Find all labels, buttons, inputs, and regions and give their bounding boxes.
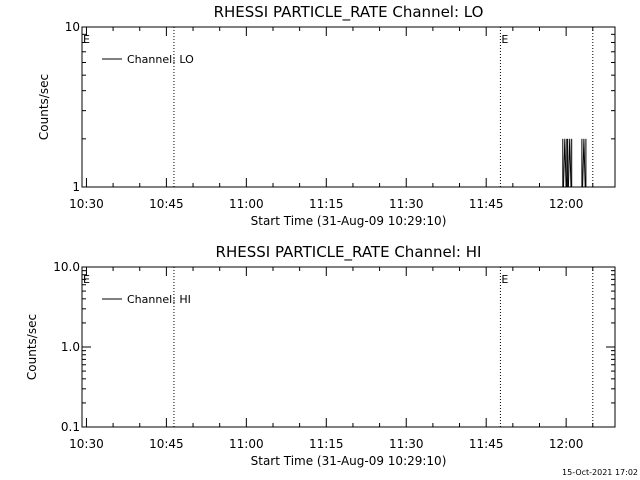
event-marker-label: E	[83, 33, 90, 46]
plot-frame	[81, 26, 616, 188]
x-tick-label: 10:45	[149, 197, 184, 211]
x-tick-label: 11:30	[389, 437, 424, 451]
chart-panel-2: RHESSI PARTICLE_RATE Channel: HI 0.1 1.0 10…	[25, 243, 616, 468]
x-tick-label: 11:00	[229, 197, 264, 211]
y-tick-label: 10	[65, 20, 80, 34]
x-tick-label: 10:30	[69, 197, 104, 211]
y-axis-label: Counts/sec	[25, 314, 39, 380]
chart-panel-1: RHESSI PARTICLE_RATE Channel: LO 1 10 10:30…	[37, 3, 616, 228]
x-tick-label: 11:45	[469, 197, 504, 211]
y-tick-label: 10.0	[53, 260, 80, 274]
x-tick-label: 11:45	[469, 437, 504, 451]
x-tick-label: 11:15	[309, 197, 344, 211]
legend-entry: Channel: LO	[127, 53, 194, 66]
event-marker-label: E	[501, 273, 508, 286]
x-tick-label: 11:00	[229, 437, 264, 451]
event-marker-label: E	[83, 273, 90, 286]
y-tick-label: 1.0	[61, 340, 80, 354]
legend-entry: Channel: HI	[127, 293, 191, 306]
y-tick-label: 1	[72, 180, 80, 194]
event-marker-label: E	[501, 33, 508, 46]
x-tick-label: 10:30	[69, 437, 104, 451]
x-tick-label: 11:15	[309, 437, 344, 451]
y-tick-label: 0.1	[61, 420, 80, 434]
y-axis-label: Counts/sec	[37, 74, 51, 140]
x-tick-label: 11:30	[389, 197, 424, 211]
chart-title: RHESSI PARTICLE_RATE Channel: LO	[214, 3, 484, 22]
x-tick-label: 12:00	[549, 437, 584, 451]
x-tick-label: 10:45	[149, 437, 184, 451]
footer-timestamp: 15-Oct-2021 17:02	[562, 468, 638, 477]
chart-title: RHESSI PARTICLE_RATE Channel: HI	[216, 243, 482, 262]
x-tick-label: 12:00	[549, 197, 584, 211]
series-line	[563, 138, 586, 188]
x-axis-label: Start Time (31-Aug-09 10:29:10)	[251, 454, 447, 468]
x-axis-label: Start Time (31-Aug-09 10:29:10)	[251, 214, 447, 228]
